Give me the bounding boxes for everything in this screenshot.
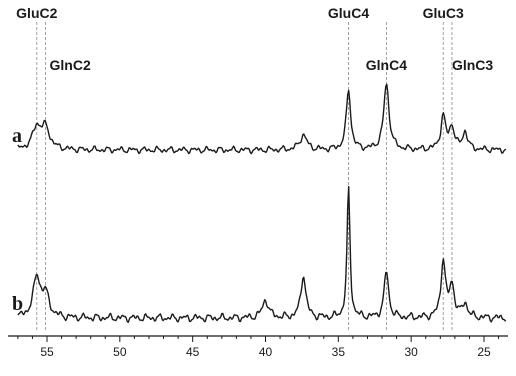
peak-label-group: GluC2 GlnC2 GluC4 GlnC4 GluC3 GlnC3 bbox=[16, 5, 493, 73]
peak-label: GluC2 bbox=[16, 5, 57, 21]
trace-label: a bbox=[12, 125, 22, 147]
peak-label: GlnC4 bbox=[366, 57, 407, 73]
trace-group: ab bbox=[12, 83, 507, 324]
x-tick-label: 50 bbox=[113, 345, 127, 359]
x-tick-label: 35 bbox=[332, 345, 346, 359]
trace-label: b bbox=[12, 293, 23, 315]
peak-marker-group bbox=[36, 22, 453, 332]
x-tick-label: 45 bbox=[186, 345, 200, 359]
x-tick-label: 25 bbox=[477, 345, 491, 359]
peak-label: GluC4 bbox=[328, 5, 369, 21]
peak-label: GluC3 bbox=[423, 5, 464, 21]
spectrum-trace-a bbox=[17, 83, 507, 155]
peak-label: GlnC2 bbox=[50, 57, 91, 73]
x-tick-label: 30 bbox=[404, 345, 418, 359]
x-tick-label: 40 bbox=[259, 345, 273, 359]
spectrum-trace-b bbox=[17, 186, 507, 324]
peak-label: GlnC3 bbox=[452, 57, 493, 73]
x-axis: 55 50 45 40 35 30 25 bbox=[8, 335, 508, 359]
x-tick-label: 55 bbox=[40, 345, 54, 359]
